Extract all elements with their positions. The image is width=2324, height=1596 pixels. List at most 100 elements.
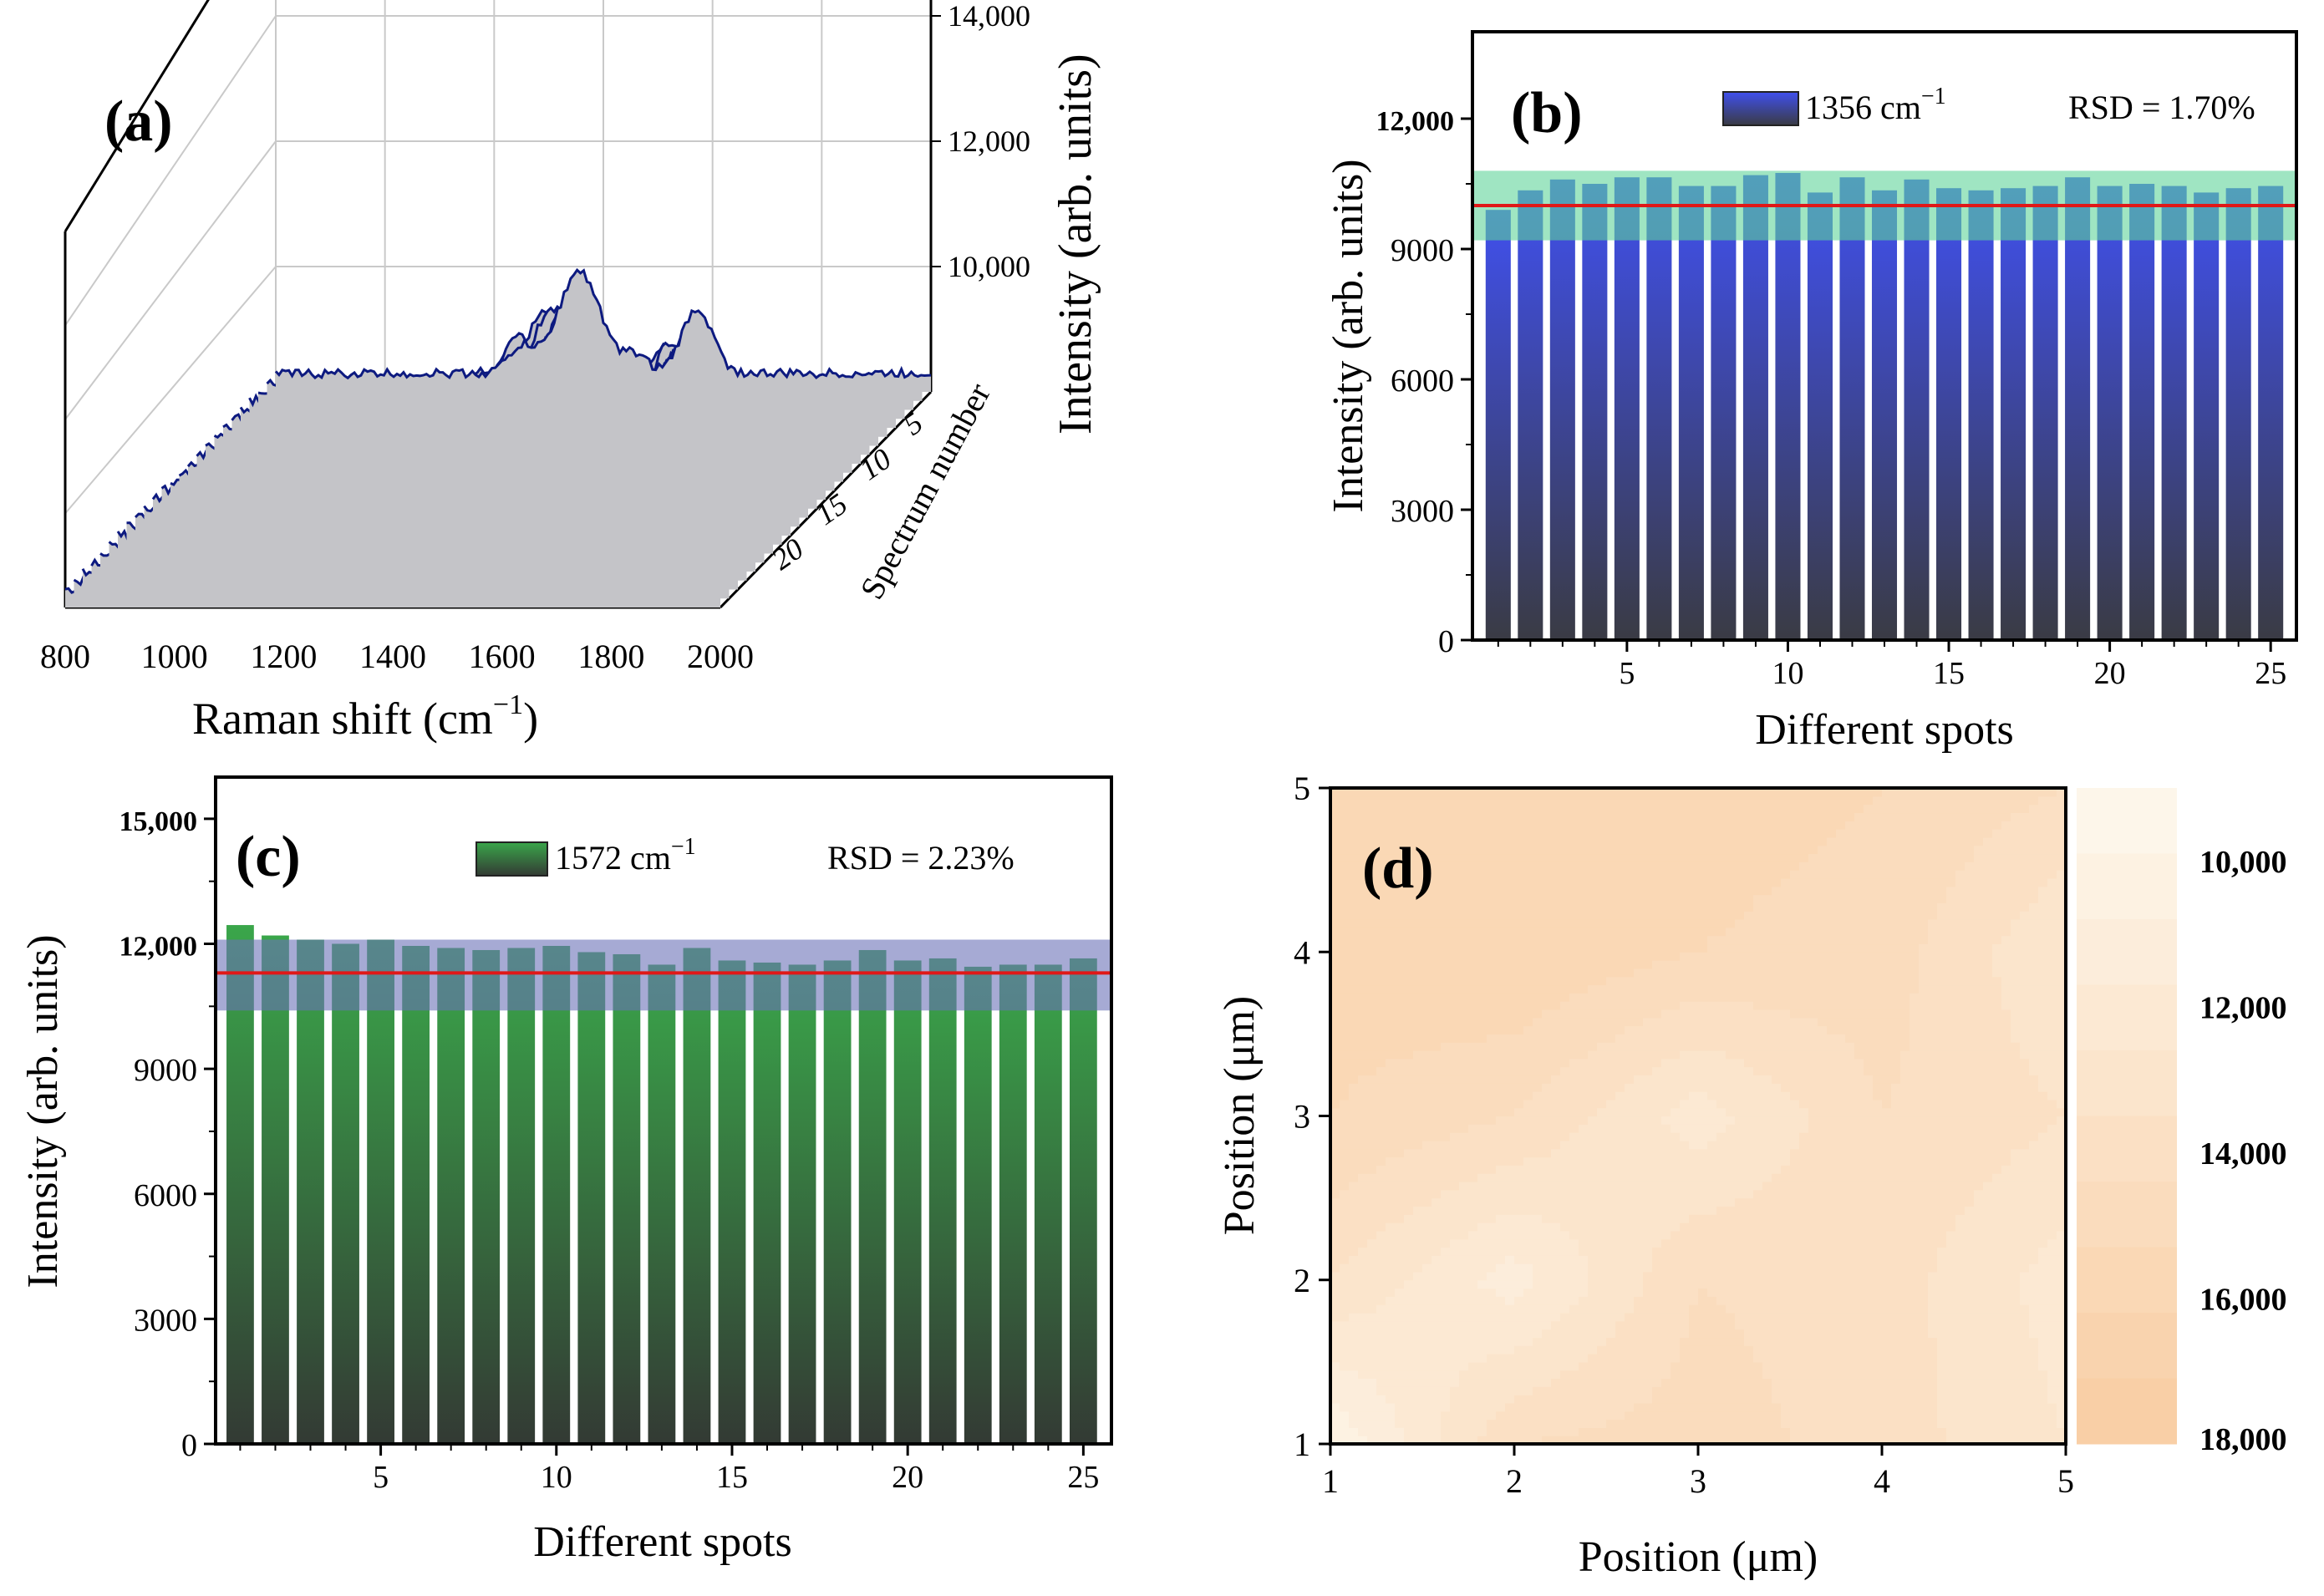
panel-d-cell bbox=[1680, 853, 1690, 862]
panel-d-cell bbox=[1726, 1436, 1736, 1444]
panel-d-cell bbox=[1762, 1214, 1772, 1223]
panel-d-cell bbox=[1615, 1132, 1625, 1141]
panel-d-cell bbox=[1735, 943, 1745, 953]
panel-d-cell bbox=[1340, 1058, 1350, 1068]
panel-d-cell bbox=[1707, 1001, 1717, 1010]
panel-d-cell bbox=[1643, 1247, 1653, 1256]
panel-d-cell bbox=[1772, 984, 1782, 994]
panel-d-cell bbox=[1588, 1116, 1598, 1125]
panel-d-cell bbox=[1569, 935, 1579, 945]
panel-d-cell bbox=[1413, 1271, 1423, 1281]
panel-d-cell bbox=[1652, 1132, 1662, 1141]
panel-d-cell bbox=[1340, 1214, 1350, 1223]
panel-d-cell bbox=[1404, 1197, 1414, 1207]
panel-d-cell bbox=[1450, 1116, 1460, 1125]
panel-d-cell bbox=[1726, 919, 1736, 928]
panel-d-cell bbox=[1781, 829, 1791, 838]
panel-d-cell bbox=[1606, 1148, 1616, 1158]
panel-d-cell bbox=[1542, 968, 1552, 978]
panel-d-cell bbox=[1762, 1263, 1772, 1273]
panel-d-cell bbox=[1579, 1116, 1589, 1125]
panel-d-cell bbox=[1707, 1140, 1717, 1150]
panel-d-cell bbox=[1772, 1271, 1782, 1281]
panel-d-cell bbox=[1588, 836, 1598, 846]
panel-d-cell bbox=[1432, 812, 1442, 821]
panel-d-cell bbox=[1523, 886, 1533, 896]
panel-d-cell bbox=[1772, 993, 1782, 1002]
panel-d-cell bbox=[1726, 1034, 1736, 1043]
panel-d-cell bbox=[1367, 1230, 1377, 1240]
panel-d-cell bbox=[1588, 902, 1598, 912]
panel-d-cell bbox=[1661, 911, 1671, 920]
panel-d-cell bbox=[1459, 1386, 1469, 1395]
panel-d-cell bbox=[1707, 1206, 1717, 1215]
panel-d-cell bbox=[1551, 1386, 1561, 1395]
panel-d-cell bbox=[1395, 935, 1405, 945]
panel-d-cell bbox=[1542, 1025, 1552, 1034]
panel-d-cell bbox=[1762, 836, 1772, 846]
panel-d-cell bbox=[1735, 1001, 1745, 1010]
panel-d-cell bbox=[1404, 812, 1414, 821]
panel-d-cell bbox=[1496, 1313, 1506, 1322]
panel-d-cell bbox=[1459, 1214, 1469, 1223]
panel-b-bar-5 bbox=[1614, 177, 1640, 640]
panel-d-cell bbox=[1496, 1025, 1506, 1034]
panel-d-cell bbox=[1441, 821, 1451, 830]
panel-d-cell bbox=[1726, 1271, 1736, 1281]
panel-d-cell bbox=[1799, 1279, 1809, 1289]
panel-d-cell bbox=[1477, 1402, 1487, 1412]
panel-d-cell bbox=[1698, 1173, 1708, 1182]
panel-d-cell bbox=[1643, 1050, 1653, 1060]
panel-d-cell bbox=[1579, 968, 1589, 978]
panel-d-cell bbox=[1698, 1156, 1708, 1166]
panel-d-cell bbox=[1799, 943, 1809, 953]
panel-d-cell bbox=[1358, 1034, 1368, 1043]
panel-b-bar-9 bbox=[1742, 175, 1768, 641]
panel-d-cell bbox=[1588, 1255, 1598, 1264]
panel-d-cell bbox=[1367, 976, 1377, 986]
panel-c-y-tick-label: 3000 bbox=[134, 1303, 197, 1338]
panel-d-cell bbox=[1349, 1263, 1359, 1273]
panel-d-cell bbox=[1698, 1378, 1708, 1387]
panel-d-cell bbox=[1808, 804, 1818, 814]
panel-d-cell bbox=[1753, 1165, 1763, 1174]
panel-d-cell bbox=[1625, 1050, 1635, 1060]
panel-d-cell bbox=[1588, 886, 1598, 896]
panel-d-cell bbox=[1689, 1148, 1699, 1158]
panel-d-cell bbox=[1349, 1296, 1359, 1305]
panel-d-cell bbox=[1432, 1050, 1442, 1060]
panel-d-cell bbox=[1542, 870, 1552, 879]
panel-d-cell bbox=[1349, 1189, 1359, 1199]
panel-d-cell bbox=[1367, 1345, 1377, 1355]
panel-d-cell bbox=[1744, 1337, 1754, 1346]
panel-d-cell bbox=[1468, 1329, 1478, 1339]
panel-d-cell bbox=[1818, 1017, 1828, 1027]
panel-d-cell bbox=[1597, 1238, 1607, 1248]
panel-d-cell bbox=[1560, 1370, 1570, 1380]
panel-d-cell bbox=[1808, 1271, 1818, 1281]
panel-d-cell bbox=[1781, 1050, 1791, 1060]
panel-d-cell bbox=[1625, 1017, 1635, 1027]
panel-d-cell bbox=[1762, 1354, 1772, 1363]
panel-d-cell bbox=[1579, 1214, 1589, 1223]
panel-d-cell bbox=[1689, 1402, 1699, 1412]
panel-d-cell bbox=[1340, 1050, 1350, 1060]
panel-d-cell bbox=[1468, 1017, 1478, 1027]
panel-d-cell bbox=[1615, 1206, 1625, 1215]
panel-d-cell bbox=[1671, 1075, 1681, 1084]
panel-d-cell bbox=[1422, 952, 1432, 961]
panel-d-cell bbox=[1340, 1091, 1350, 1100]
panel-d-cell bbox=[1790, 1156, 1800, 1166]
panel-d-cell bbox=[1652, 1099, 1662, 1109]
panel-d-cell bbox=[1579, 1247, 1589, 1256]
panel-d-cell bbox=[1349, 1238, 1359, 1248]
panel-d-cell bbox=[1836, 1304, 1846, 1314]
panel-d-cell bbox=[1827, 1182, 1837, 1191]
panel-d-cell bbox=[1836, 1042, 1846, 1051]
panel-d-cell bbox=[1753, 1173, 1763, 1182]
panel-d-cell bbox=[1579, 1410, 1589, 1421]
panel-d-cell bbox=[1643, 1320, 1653, 1330]
panel-d-cell bbox=[1652, 1091, 1662, 1100]
panel-d-cell bbox=[1569, 984, 1579, 994]
panel-d-cell bbox=[1680, 1066, 1690, 1076]
